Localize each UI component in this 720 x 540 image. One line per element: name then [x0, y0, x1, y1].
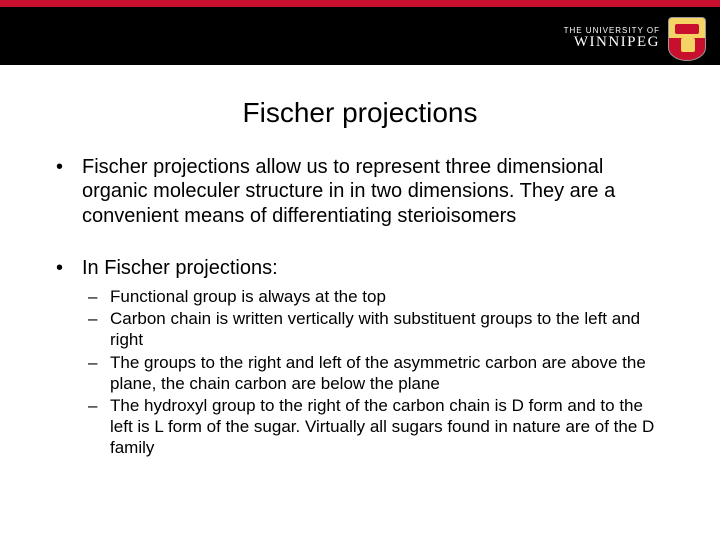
sub-bullet-text: Carbon chain is written vertically with …	[110, 309, 640, 349]
bullet-item: Fischer projections allow us to represen…	[50, 155, 670, 228]
slide-title: Fischer projections	[0, 97, 720, 129]
crest-icon	[668, 17, 706, 61]
logo-text: THE UNIVERSITY OF WINNIPEG	[564, 27, 660, 51]
slide-content: Fischer projections allow us to represen…	[0, 155, 720, 458]
header-bar: THE UNIVERSITY OF WINNIPEG	[0, 7, 720, 65]
bullet-text: Fischer projections allow us to represen…	[82, 156, 615, 227]
sub-bullet-item: The hydroxyl group to the right of the c…	[82, 396, 670, 458]
sub-bullet-list: Functional group is always at the top Ca…	[82, 287, 670, 459]
university-logo: THE UNIVERSITY OF WINNIPEG	[564, 17, 706, 61]
logo-line2: WINNIPEG	[564, 35, 660, 51]
bullet-item: In Fischer projections: Functional group…	[50, 256, 670, 458]
sub-bullet-item: Carbon chain is written vertically with …	[82, 309, 670, 350]
sub-bullet-text: Functional group is always at the top	[110, 287, 386, 306]
sub-bullet-item: The groups to the right and left of the …	[82, 353, 670, 394]
top-red-stripe	[0, 0, 720, 7]
sub-bullet-item: Functional group is always at the top	[82, 287, 670, 308]
sub-bullet-text: The hydroxyl group to the right of the c…	[110, 396, 654, 456]
bullet-list: Fischer projections allow us to represen…	[50, 155, 670, 458]
bullet-text: In Fischer projections:	[82, 257, 278, 279]
sub-bullet-text: The groups to the right and left of the …	[110, 353, 646, 393]
